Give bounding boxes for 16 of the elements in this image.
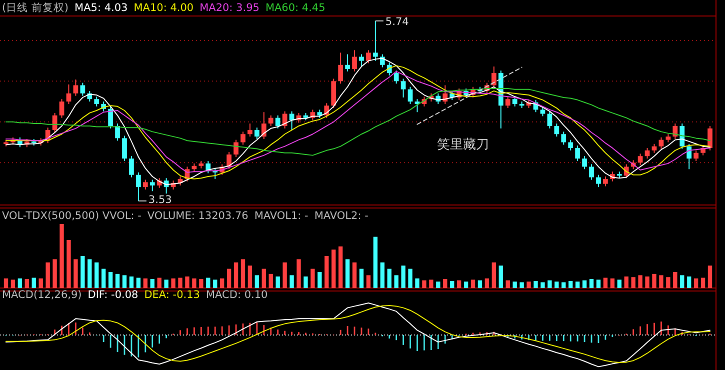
header-item: MAVOL1: - (254, 210, 308, 222)
header-item: DEA: -0.13 (144, 289, 200, 301)
header-item: (日线 前复权) (2, 2, 69, 14)
header-item: MAVOL2: - (314, 210, 368, 222)
header-item: VOLUME: 13203.76 (147, 210, 248, 222)
header-item: DIF: -0.08 (88, 289, 138, 301)
header-item: MA10: 4.00 (134, 2, 194, 14)
value-label: 3.53 (138, 194, 172, 206)
header-item: MACD: 0.10 (206, 289, 268, 301)
header-item: MA60: 4.45 (265, 2, 326, 14)
header-item: MA20: 3.95 (200, 2, 260, 14)
value-label: 5.74 (374, 16, 409, 28)
series-label: 笑里藏刀 (437, 137, 490, 152)
header-item: MA5: 4.03 (74, 2, 128, 14)
header-item: VOL-TDX(500,500) VVOL: - (2, 210, 142, 222)
header-item: MACD(12,26,9) (2, 289, 82, 301)
